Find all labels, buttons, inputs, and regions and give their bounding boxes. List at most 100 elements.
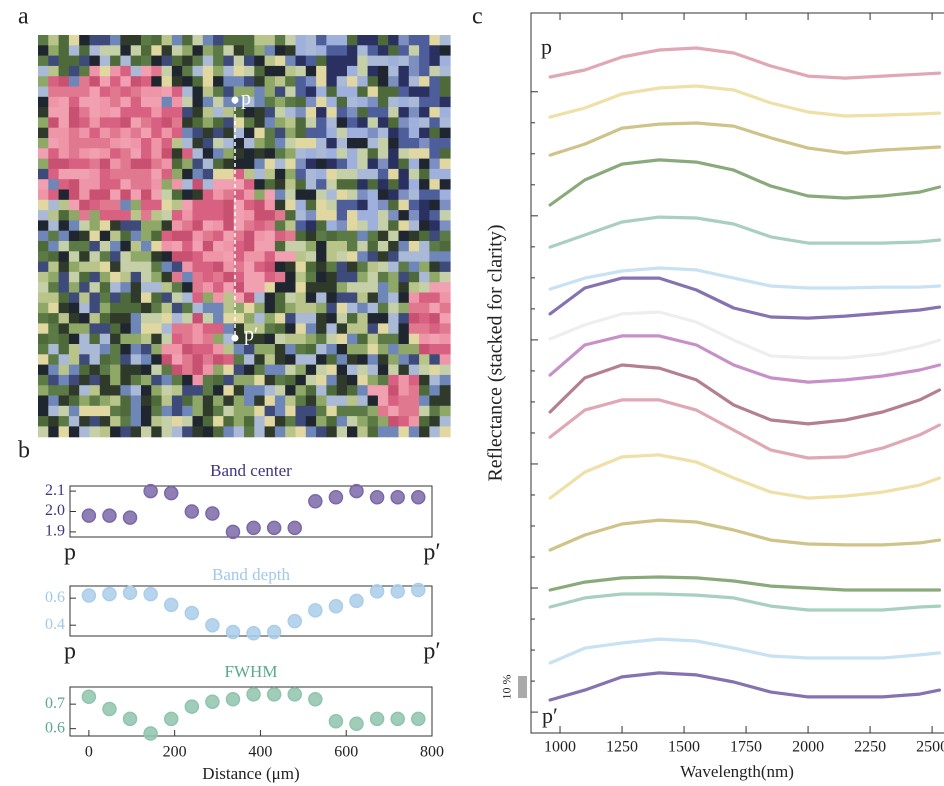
image-pixel	[398, 416, 410, 427]
image-pixel	[151, 117, 163, 129]
image-pixel	[429, 385, 441, 397]
image-pixel	[48, 220, 60, 232]
image-pixel	[336, 292, 348, 304]
image-pixel	[110, 199, 121, 211]
image-pixel	[223, 86, 235, 98]
image-pixel	[120, 261, 132, 273]
image-pixel	[285, 323, 297, 335]
image-pixel	[285, 251, 297, 263]
image-pixel	[367, 426, 379, 438]
image-pixel	[213, 86, 224, 98]
image-pixel	[377, 117, 389, 129]
image-pixel	[377, 199, 389, 211]
image-pixel	[161, 374, 173, 386]
image-pixel	[38, 86, 49, 98]
image-pixel	[357, 364, 369, 376]
image-pixel	[110, 189, 121, 201]
image-pixel	[408, 302, 420, 314]
image-pixel	[171, 148, 183, 160]
image-pixel	[192, 395, 204, 407]
image-pixel	[367, 282, 379, 294]
image-pixel	[419, 364, 430, 376]
image-pixel	[264, 76, 276, 88]
image-pixel	[316, 96, 327, 108]
image-pixel	[38, 158, 49, 170]
image-pixel	[130, 395, 142, 407]
image-pixel	[48, 107, 60, 118]
image-pixel	[213, 241, 224, 252]
image-pixel	[38, 199, 49, 211]
image-pixel	[398, 323, 410, 335]
image-pixel	[439, 271, 451, 283]
image-pixel	[336, 158, 348, 170]
spectrum-line	[548, 276, 942, 320]
image-pixel	[161, 385, 173, 397]
point	[122, 510, 138, 525]
image-pixel	[388, 323, 400, 335]
image-pixel	[58, 344, 70, 355]
image-pixel	[419, 230, 430, 242]
image-pixel	[357, 313, 369, 324]
image-pixel	[79, 179, 91, 191]
image-pixel	[202, 117, 214, 129]
image-pixel	[110, 395, 121, 407]
image-pixel	[233, 86, 245, 98]
image-pixel	[130, 292, 142, 304]
image-pixel	[48, 35, 60, 46]
image-pixel	[336, 405, 348, 417]
image-pixel	[274, 323, 286, 335]
image-pixel	[48, 168, 60, 180]
image-pixel	[79, 426, 91, 438]
image-pixel	[182, 261, 194, 273]
image-pixel	[274, 65, 286, 77]
image-pixel	[68, 76, 80, 88]
image-pixel	[213, 189, 224, 201]
image-pixel	[110, 138, 121, 149]
image-pixel	[295, 199, 307, 211]
image-pixel	[223, 65, 235, 77]
image-pixel	[48, 230, 60, 242]
image-pixel	[233, 189, 245, 201]
image-pixel	[120, 302, 132, 314]
image-pixel	[264, 354, 276, 366]
image-pixel	[377, 292, 389, 304]
image-pixel	[419, 96, 430, 108]
image-pixel	[336, 65, 348, 77]
image-pixel	[254, 271, 266, 283]
image-pixel	[367, 385, 379, 397]
image-pixel	[130, 241, 142, 252]
image-pixel	[79, 333, 91, 345]
image-pixel	[439, 107, 451, 118]
image-pixel	[141, 261, 152, 273]
image-pixel	[388, 127, 400, 139]
image-pixel	[254, 230, 266, 242]
image-pixel	[192, 189, 204, 201]
annotation: p	[541, 34, 552, 59]
point	[163, 597, 179, 613]
image-pixel	[48, 76, 60, 88]
image-pixel	[244, 55, 255, 67]
point	[390, 584, 405, 599]
image-pixel	[233, 313, 245, 324]
image-pixel	[89, 426, 101, 438]
image-pixel	[161, 65, 173, 77]
image-pixel	[295, 354, 307, 366]
image-pixel	[202, 96, 214, 108]
spectrum-line	[548, 575, 942, 592]
image-pixel	[336, 168, 348, 180]
image-pixel	[347, 364, 358, 376]
image-pixel	[120, 35, 132, 46]
image-pixel	[388, 220, 400, 232]
image-pixel	[161, 148, 173, 160]
image-pixel	[295, 364, 307, 376]
image-pixel	[336, 35, 348, 46]
image-pixel	[274, 416, 286, 427]
image-pixel	[38, 35, 49, 46]
image-pixel	[336, 344, 348, 355]
image-pixel	[439, 313, 451, 324]
image-pixel	[120, 374, 132, 386]
image-pixel	[182, 45, 194, 57]
image-pixel	[161, 55, 173, 67]
image-pixel	[326, 96, 338, 108]
